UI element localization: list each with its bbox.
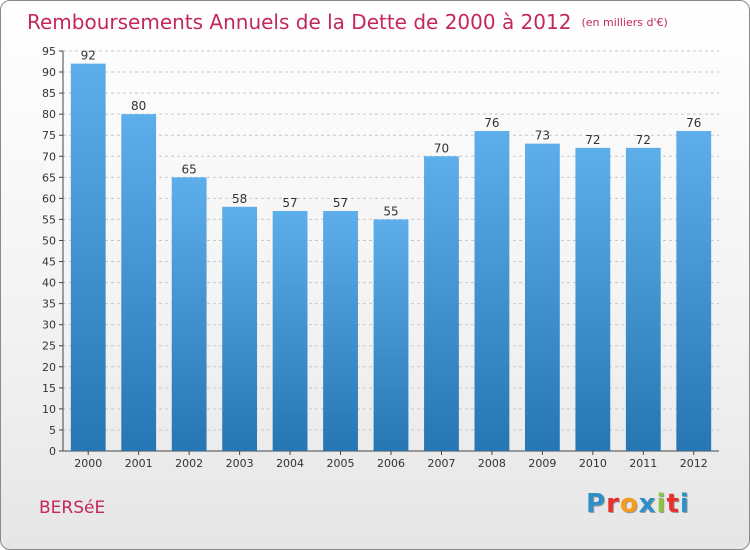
x-tick-label: 2009 xyxy=(528,457,556,470)
bar xyxy=(70,63,106,451)
chart-unit: (en milliers d'€) xyxy=(581,16,668,29)
bar xyxy=(524,143,560,451)
y-tick-label: 55 xyxy=(42,213,56,226)
y-tick-label: 80 xyxy=(42,108,56,121)
y-tick-label: 25 xyxy=(42,340,56,353)
x-tick-label: 2004 xyxy=(276,457,304,470)
bar xyxy=(424,156,459,451)
bar xyxy=(625,147,661,451)
y-tick-label: 5 xyxy=(49,424,56,437)
y-tick-label: 60 xyxy=(42,192,56,205)
y-tick-label: 90 xyxy=(42,66,56,79)
x-tick-label: 2007 xyxy=(427,457,455,470)
bar xyxy=(575,147,611,451)
bar-value-label: 65 xyxy=(182,162,197,176)
logo-letter: i xyxy=(656,489,667,519)
y-tick-label: 40 xyxy=(42,277,56,290)
x-tick-label: 2010 xyxy=(579,457,607,470)
y-tick-label: 45 xyxy=(42,256,56,269)
bar-value-label: 57 xyxy=(333,196,348,210)
bar-value-label: 70 xyxy=(434,141,449,155)
bar-value-label: 57 xyxy=(282,196,297,210)
y-tick-label: 65 xyxy=(42,171,56,184)
x-tick-label: 2001 xyxy=(125,457,153,470)
logo-letter: i xyxy=(679,489,690,519)
chart-title-text: Remboursements Annuels de la Dette de 20… xyxy=(27,10,572,34)
logo-letter: x xyxy=(638,489,657,519)
bar-value-label: 76 xyxy=(484,116,499,130)
y-tick-label: 75 xyxy=(42,129,56,142)
bar-value-label: 73 xyxy=(535,129,550,143)
bar xyxy=(121,114,157,451)
bar-value-label: 92 xyxy=(81,49,96,63)
bar-value-label: 72 xyxy=(585,133,600,147)
x-tick-label: 2003 xyxy=(226,457,254,470)
chart-title: Remboursements Annuels de la Dette de 20… xyxy=(27,10,668,34)
y-tick-label: 35 xyxy=(42,298,56,311)
bar xyxy=(171,177,207,451)
x-tick-label: 2012 xyxy=(680,457,708,470)
bar-value-label: 72 xyxy=(636,133,651,147)
y-tick-label: 15 xyxy=(42,382,56,395)
bar xyxy=(373,219,409,451)
x-tick-label: 2005 xyxy=(327,457,355,470)
y-tick-label: 20 xyxy=(42,361,56,374)
bar xyxy=(272,211,308,451)
bar xyxy=(676,131,712,451)
x-tick-label: 2006 xyxy=(377,457,405,470)
logo-letter: t xyxy=(666,489,680,519)
y-tick-label: 50 xyxy=(42,234,56,247)
location-name: BERSéE xyxy=(39,498,106,518)
y-tick-label: 95 xyxy=(42,45,56,58)
bar xyxy=(222,206,258,451)
bar xyxy=(323,211,358,451)
x-tick-label: 2008 xyxy=(478,457,506,470)
y-tick-label: 85 xyxy=(42,87,56,100)
bar-value-label: 76 xyxy=(686,116,701,130)
bar-value-label: 55 xyxy=(383,204,398,218)
y-tick-label: 30 xyxy=(42,319,56,332)
x-tick-label: 2011 xyxy=(629,457,657,470)
x-tick-label: 2000 xyxy=(74,457,102,470)
bar xyxy=(474,131,510,451)
y-tick-label: 10 xyxy=(42,403,56,416)
y-tick-label: 0 xyxy=(49,445,56,458)
logo-letter: o xyxy=(619,489,639,519)
bar-value-label: 58 xyxy=(232,192,247,206)
y-tick-label: 70 xyxy=(42,150,56,163)
bar-value-label: 80 xyxy=(131,99,146,113)
logo-letter: P xyxy=(586,489,607,519)
logo-letter: r xyxy=(606,489,620,519)
x-tick-label: 2002 xyxy=(175,457,203,470)
proxiti-logo: Proxiti xyxy=(586,489,690,519)
